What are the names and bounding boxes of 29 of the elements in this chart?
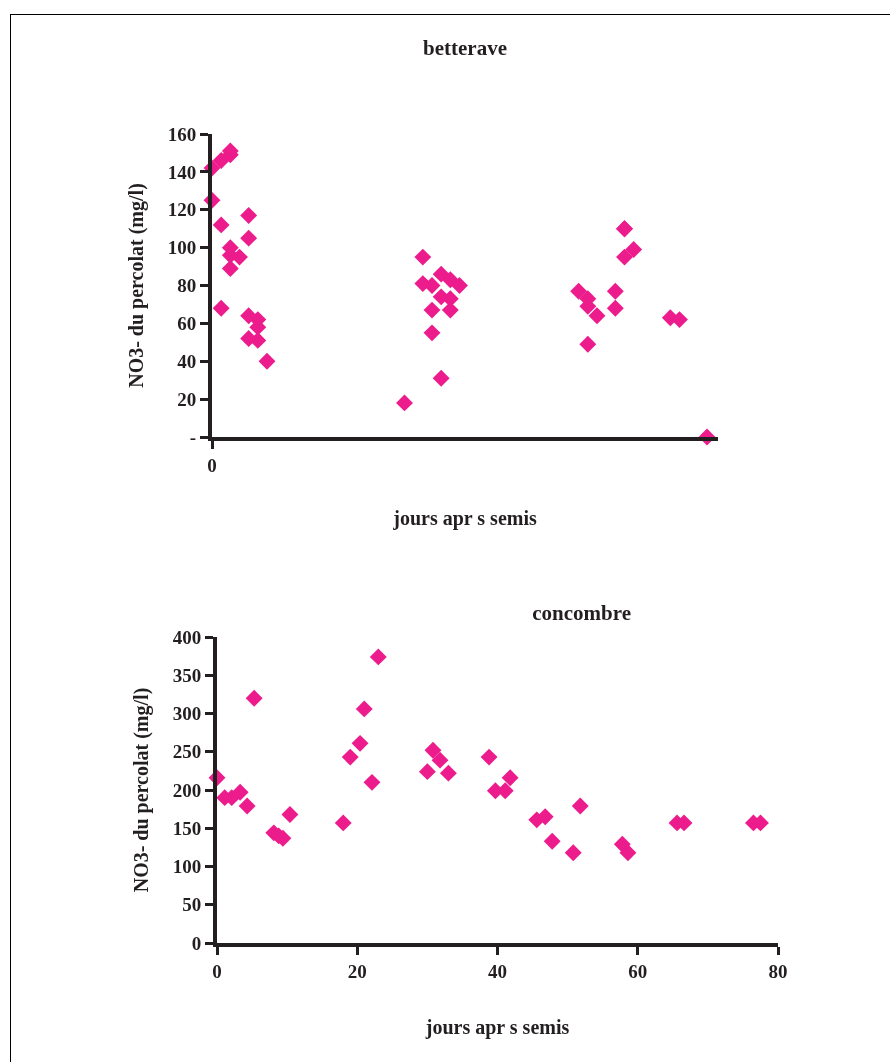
x-tick-label: 60	[628, 960, 648, 982]
y-axis-title: NO3- du percolat (mg/l)	[129, 687, 153, 893]
x-tick-label: 40	[488, 960, 507, 982]
x-tick-label: 0	[212, 960, 222, 982]
y-tick-label: 80	[177, 275, 197, 297]
y-tick-label: 50	[182, 894, 202, 916]
y-tick-label: 100	[172, 856, 202, 878]
y-tick-label: 0	[191, 932, 202, 954]
y-tick-label: -	[189, 426, 197, 448]
y-tick-label: 300	[172, 703, 202, 725]
chart-title: betterave	[423, 36, 507, 61]
y-tick-label: 60	[177, 313, 197, 335]
x-tick-label: 80	[768, 960, 788, 982]
y-tick-label: 140	[167, 161, 197, 183]
chart-title: concombre	[532, 601, 632, 626]
x-tick-label: 20	[347, 960, 367, 982]
y-tick-label: 100	[167, 237, 197, 259]
y-tick-label: 400	[172, 626, 202, 648]
y-tick-label: 350	[172, 664, 202, 686]
y-tick-label: 120	[167, 199, 197, 221]
x-axis-title: jours apr s semis	[424, 1015, 570, 1039]
y-tick-label: 20	[177, 388, 197, 410]
x-axis-title: jours apr s semis	[392, 507, 537, 530]
y-tick-label: 160	[167, 123, 197, 145]
y-tick-label: 40	[177, 350, 197, 372]
y-axis-title: NO3- du percolat (mg/l)	[124, 183, 148, 388]
y-tick-label: 250	[172, 741, 202, 763]
y-tick-label: 150	[172, 817, 202, 839]
y-tick-label: 200	[172, 779, 202, 801]
